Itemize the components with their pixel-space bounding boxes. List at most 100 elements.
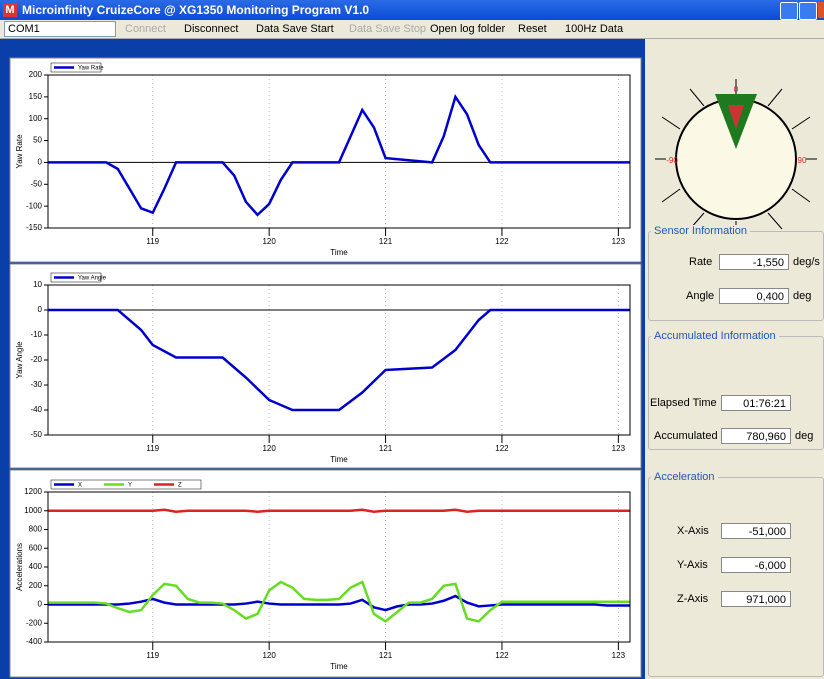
group-title: Acceleration	[651, 471, 718, 483]
x-tick-label: 121	[379, 237, 393, 246]
y-tick-label: -150	[26, 223, 43, 232]
x-tick-label: 123	[612, 651, 626, 660]
x-tick-label: 119	[146, 237, 159, 246]
legend-label: Yaw Rate	[78, 66, 104, 72]
field-label: Rate	[689, 256, 713, 268]
y-axis-label: Yaw Rate	[15, 134, 24, 169]
legend-label: Z	[178, 483, 182, 489]
x-tick-label: 120	[262, 237, 276, 246]
data-line	[48, 594, 630, 612]
unit: deg/s	[793, 256, 820, 268]
y-tick-label: -100	[26, 201, 43, 210]
compass-label: -90	[666, 156, 678, 165]
x-tick-label: 122	[495, 444, 509, 453]
rate-button[interactable]: 100Hz Data	[565, 23, 624, 35]
x-tick-label: 121	[379, 444, 393, 453]
y-tick-label: -400	[26, 637, 43, 646]
reset-button[interactable]: Reset	[518, 23, 547, 35]
plot-frame	[47, 74, 631, 229]
title-bar: M Microinfinity CruizeCore @ XG1350 Moni…	[0, 0, 824, 20]
chart-panel	[9, 263, 642, 469]
heading-needle-core	[728, 105, 744, 129]
compass-label: 90	[798, 156, 807, 165]
disconnect-button[interactable]: Disconnect	[184, 23, 239, 35]
accel-y-value: -6,000	[721, 557, 791, 573]
compass-ticks	[655, 79, 817, 234]
legend-box	[50, 62, 102, 73]
minimize-button[interactable]	[780, 2, 798, 20]
y-tick-label: -20	[30, 355, 42, 364]
legend-label: X	[78, 483, 82, 489]
field-label: Y-Axis	[677, 559, 708, 571]
y-tick-label: 10	[33, 280, 42, 289]
y-tick-label: 50	[33, 136, 42, 145]
unit: deg	[795, 430, 814, 442]
app-icon: M	[3, 3, 17, 17]
x-tick-label: 119	[146, 444, 159, 453]
x-tick-label: 122	[495, 651, 509, 660]
y-tick-label: 0	[38, 305, 43, 314]
legend-box	[50, 479, 202, 490]
connect-button[interactable]: Connect	[125, 23, 166, 35]
legend-label: Y	[128, 483, 132, 489]
maximize-button[interactable]	[799, 2, 817, 20]
y-axis-label: Accelerations	[15, 543, 24, 591]
y-tick-label: 1000	[24, 506, 42, 515]
accel-x-value: -51,000	[721, 523, 791, 539]
sensor-group: Sensor Information Rate -1,550 deg/s Ang…	[648, 225, 824, 321]
y-tick-label: -10	[30, 330, 42, 339]
x-tick-label: 120	[262, 651, 276, 660]
toolbar: COM1 Connect Disconnect Data Save Start …	[0, 20, 824, 39]
save-start-button[interactable]: Data Save Start	[256, 23, 334, 35]
group-title: Sensor Information	[651, 225, 750, 237]
port-select[interactable]: COM1	[4, 21, 116, 37]
y-tick-label: 1200	[24, 487, 42, 496]
x-tick-label: 120	[262, 444, 276, 453]
field-label: X-Axis	[677, 525, 709, 537]
window-title: Microinfinity CruizeCore @ XG1350 Monito…	[22, 3, 370, 17]
acceleration-group: Acceleration X-Axis -51,000 Y-Axis -6,00…	[648, 471, 824, 677]
x-tick-label: 121	[379, 651, 393, 660]
data-line	[48, 308, 630, 412]
angle-value: 0,400	[719, 288, 789, 304]
legend-label: Yaw Angle	[78, 276, 107, 282]
chart-panel	[9, 469, 642, 678]
group-title: Accumulated Information	[651, 330, 779, 342]
field-label: Elapsed Time	[650, 397, 717, 409]
unit: deg	[793, 290, 812, 302]
compass: 0 -90 90 180	[655, 79, 817, 235]
data-line	[48, 508, 630, 513]
x-tick-label: 123	[612, 444, 626, 453]
compass-label: 0	[734, 85, 739, 94]
y-tick-label: 0	[38, 158, 43, 167]
y-tick-label: 400	[29, 562, 43, 571]
accumulated-group: Accumulated Information Elapsed Time 01:…	[648, 330, 824, 450]
field-label: Z-Axis	[677, 593, 709, 605]
x-axis-label: Time	[330, 662, 348, 671]
chart-panel	[9, 57, 642, 263]
x-axis-label: Time	[330, 248, 348, 257]
y-tick-label: 150	[29, 92, 43, 101]
y-tick-label: -50	[30, 430, 42, 439]
elapsed-value: 01:76:21	[721, 395, 791, 411]
y-tick-label: -200	[26, 618, 43, 627]
y-tick-label: -30	[30, 380, 42, 389]
data-line	[48, 580, 630, 623]
field-label: Accumulated	[654, 430, 718, 442]
save-stop-button[interactable]: Data Save Stop	[349, 23, 427, 35]
field-label: Angle	[686, 290, 715, 302]
close-button[interactable]	[818, 2, 824, 18]
legend-box	[50, 272, 102, 283]
y-tick-label: -40	[30, 405, 42, 414]
x-tick-label: 123	[612, 237, 626, 246]
data-line	[48, 93, 630, 217]
x-tick-label: 119	[146, 651, 159, 660]
y-tick-label: 100	[29, 114, 43, 123]
y-tick-label: 200	[29, 70, 43, 79]
side-panel: 0 -90 90 180 Sensor Information Rate -1,…	[645, 39, 824, 679]
y-tick-label: 200	[29, 581, 43, 590]
accumulated-value: 780,960	[721, 428, 791, 444]
open-log-button[interactable]: Open log folder	[430, 23, 506, 35]
